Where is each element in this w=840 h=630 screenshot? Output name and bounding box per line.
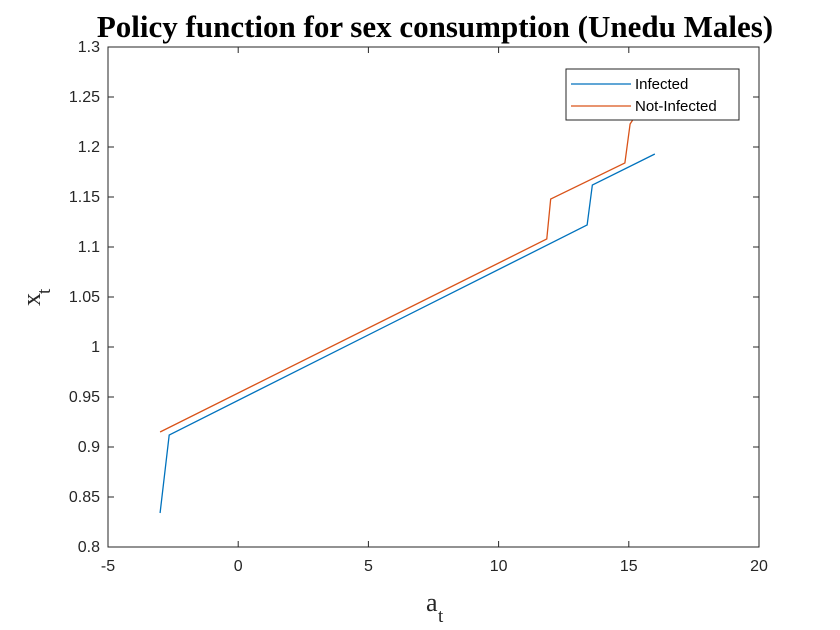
x-tick-label: -5: [101, 558, 115, 575]
x-tick-label: 5: [364, 558, 373, 575]
x-tick-label: 20: [750, 558, 768, 575]
x-tick-label: 10: [490, 558, 508, 575]
y-tick-label: 1.3: [78, 39, 100, 56]
legend-box: [565, 68, 740, 121]
series-line-not-infected: [159, 117, 635, 433]
plot-area: -5 0 5 10 15 20 0.8 0.85 0.9 0.95 1 1.05 1.1 1.15 1.2 1…: [69, 39, 768, 575]
plot-frame: [107, 46, 760, 548]
y-tick-label: 0.9: [78, 439, 100, 456]
legend-label-infected: Infected: [635, 76, 688, 93]
tick-layer: -5 0 5 10 15 20 0.8 0.85 0.9 0.95 1 1.05 1.1 1.15 1.2 1…: [69, 39, 768, 575]
x-axis-label-base: a: [426, 588, 438, 617]
y-tick-label: 1.25: [69, 89, 100, 106]
y-tick-label: 1.05: [69, 289, 100, 306]
series-layer: [159, 117, 656, 514]
y-tick-label: 1: [91, 339, 100, 356]
y-axis-label-base: x: [17, 293, 46, 306]
y-axis-label-subscript: t: [34, 288, 55, 294]
y-tick-label: 1.2: [78, 139, 100, 156]
y-tick-label: 1.1: [78, 239, 100, 256]
y-tick-label: 0.8: [78, 539, 100, 556]
chart-title: Policy function for sex consumption (Une…: [97, 9, 773, 44]
legend-label-not-infected: Not-Infected: [635, 98, 717, 115]
series-line-infected: [159, 153, 656, 514]
x-axis-label: a t: [426, 588, 444, 627]
y-tick-label: 0.85: [69, 489, 100, 506]
legend: Infected Not-Infected: [565, 68, 740, 121]
y-axis-label: x t: [17, 288, 55, 306]
x-tick-label: 15: [620, 558, 638, 575]
x-axis-label-subscript: t: [438, 606, 444, 627]
x-tick-label: 0: [234, 558, 243, 575]
y-tick-label: 1.15: [69, 189, 100, 206]
y-tick-label: 0.95: [69, 389, 100, 406]
